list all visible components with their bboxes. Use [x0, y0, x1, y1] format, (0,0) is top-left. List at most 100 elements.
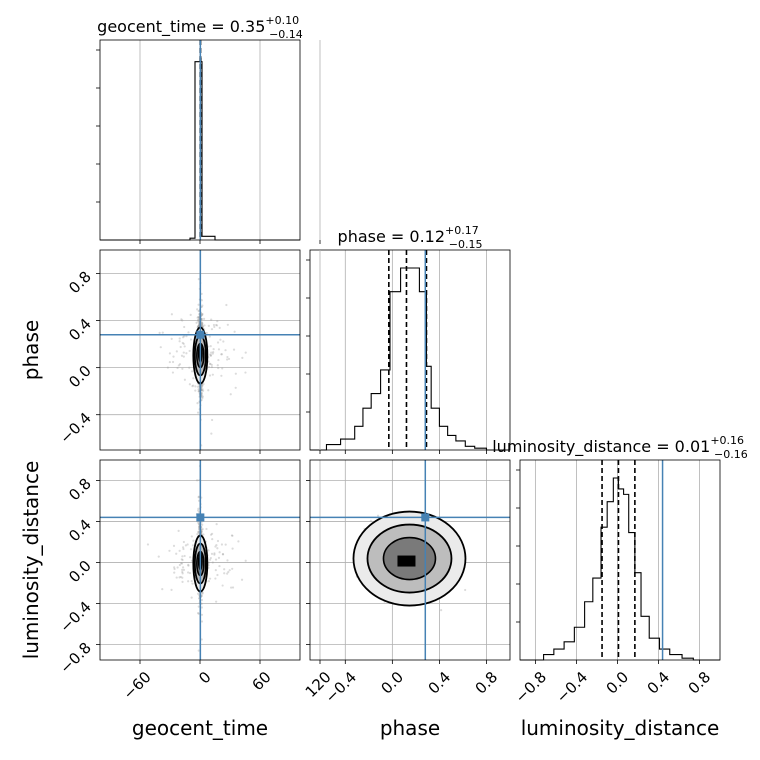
sample-point	[178, 576, 181, 579]
x-tick-label: 0.4	[644, 668, 674, 698]
sample-point	[216, 320, 219, 323]
truth-marker	[421, 513, 430, 522]
sample-point	[234, 372, 237, 375]
sample-point	[161, 331, 164, 334]
sample-point	[178, 563, 181, 567]
sample-point	[226, 559, 229, 562]
sample-point	[189, 313, 192, 317]
sample-point	[226, 323, 229, 326]
sample-point	[220, 353, 223, 356]
sample-point	[201, 384, 204, 387]
sample-point	[464, 588, 467, 592]
sample-point	[215, 600, 218, 603]
sample-point	[210, 365, 213, 369]
sample-point	[200, 322, 204, 325]
sample-point	[161, 587, 164, 591]
sample-point	[202, 317, 206, 320]
sample-point	[210, 351, 213, 354]
sample-point	[216, 573, 219, 577]
hist-panel-phase: phase = 0.12+0.17 −0.15	[306, 224, 511, 454]
sample-point	[183, 378, 187, 381]
sample-point	[197, 523, 201, 526]
sample-point	[177, 529, 180, 532]
title-luminosity_distance: luminosity_distance = 0.01+0.16 −0.16	[492, 434, 748, 461]
x-tick-label: −0.4	[553, 668, 591, 706]
sample-point	[157, 555, 160, 558]
sample-point	[201, 322, 204, 325]
y-tick-label: 0.0	[65, 362, 95, 392]
x-tick-label: 0.8	[685, 668, 715, 698]
sample-point	[197, 324, 200, 328]
sample-point	[172, 544, 176, 547]
x-tick-label: 0.8	[472, 668, 502, 698]
sample-point	[200, 318, 204, 321]
sample-point	[216, 341, 220, 344]
sample-point	[181, 576, 184, 579]
sample-point	[189, 548, 193, 551]
sample-point	[203, 324, 206, 327]
sample-point	[214, 569, 217, 572]
sample-point	[209, 558, 212, 561]
sample-point	[197, 315, 200, 319]
sample-point	[211, 352, 214, 355]
sample-point	[220, 353, 224, 356]
sample-point	[188, 349, 191, 353]
sample-point	[182, 540, 185, 544]
sample-point	[210, 432, 213, 435]
sample-point	[181, 367, 184, 370]
sample-point	[180, 318, 183, 321]
sample-point	[190, 535, 193, 538]
sample-point	[223, 568, 226, 571]
sample-point	[216, 364, 219, 367]
sample-point	[191, 544, 195, 547]
sample-point	[182, 355, 185, 358]
sample-point	[196, 402, 199, 405]
sample-point	[213, 552, 216, 555]
sample-point	[170, 337, 173, 340]
sample-point	[181, 319, 184, 322]
panel-content	[100, 460, 300, 667]
sample-point	[196, 316, 199, 319]
sample-point	[207, 580, 210, 583]
sample-point	[231, 534, 234, 537]
x-axis-label-luminosity_distance: luminosity_distance	[521, 716, 720, 740]
sample-point	[208, 365, 211, 369]
sample-point	[209, 354, 212, 357]
sample-point	[197, 278, 200, 281]
sample-point	[201, 665, 203, 667]
sample-point	[214, 545, 217, 548]
sample-point	[197, 605, 200, 608]
sample-point	[187, 580, 190, 583]
sample-point	[218, 326, 221, 329]
sample-point	[170, 313, 173, 316]
sample-point	[210, 328, 214, 331]
sample-point	[178, 340, 181, 343]
sample-point	[197, 320, 200, 323]
sample-point	[189, 556, 192, 559]
sample-point	[200, 299, 203, 302]
sample-point	[178, 363, 182, 366]
sample-point	[230, 586, 233, 589]
sample-point	[217, 366, 220, 370]
sample-point	[179, 575, 182, 579]
sample-point	[175, 350, 178, 353]
sample-point	[185, 335, 188, 338]
sample-point	[181, 570, 184, 574]
sample-point	[196, 592, 200, 595]
truth-marker	[196, 513, 205, 522]
sample-point	[186, 543, 189, 546]
sample-point	[226, 572, 229, 575]
scatter-panel-geocent_time-phase: −0.4 0.0 0.4 0.8	[56, 249, 321, 454]
sample-point	[230, 534, 234, 537]
sample-point	[200, 391, 203, 394]
sample-point	[212, 323, 216, 327]
sample-point	[240, 578, 244, 581]
sample-point	[209, 353, 212, 356]
sample-point	[232, 348, 236, 351]
sample-point	[237, 540, 240, 543]
sample-point	[192, 384, 195, 387]
title-plus-error: +0.10	[265, 14, 299, 27]
sample-point	[217, 348, 221, 351]
truth-marker	[196, 330, 205, 339]
